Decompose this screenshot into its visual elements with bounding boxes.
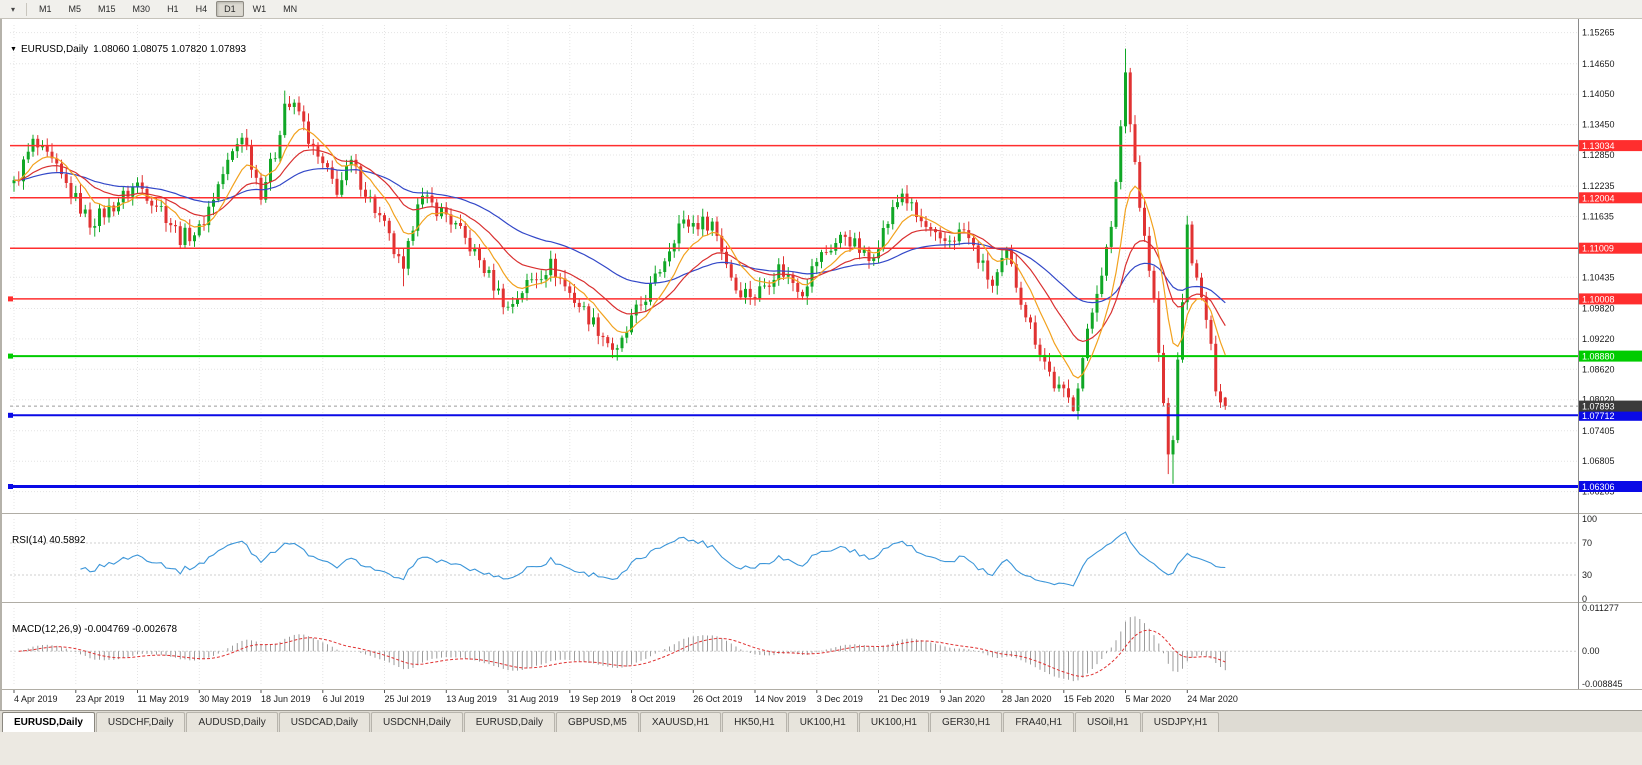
- timeframe-button-mn[interactable]: MN: [283, 4, 298, 14]
- svg-text:70: 70: [1582, 538, 1592, 548]
- chart-area: 1.15265 1.14650 1.14050 1.13450 1.12850 1.122…: [0, 19, 1642, 710]
- macd-indicator-label: MACD(12,26,9) -0.004769 -0.002678: [12, 624, 177, 635]
- timeframe-button-m15[interactable]: M15: [98, 4, 116, 14]
- svg-text:1.08620: 1.08620: [1582, 364, 1615, 374]
- svg-text:1.15265: 1.15265: [1582, 28, 1615, 38]
- svg-text:1.08020: 1.08020: [1582, 395, 1615, 405]
- chart-title: ▼ EURUSD,Daily 1.08060 1.08075 1.07820 1.0…: [10, 44, 246, 55]
- svg-text:24 Mar 2020: 24 Mar 2020: [1187, 694, 1238, 704]
- chart-tab-uk100-h1[interactable]: UK100,H1: [787, 712, 858, 732]
- svg-text:1.11009: 1.11009: [1582, 244, 1614, 254]
- svg-text:1.14650: 1.14650: [1582, 59, 1615, 69]
- svg-text:0.00: 0.00: [1582, 646, 1600, 656]
- svg-text:1.13450: 1.13450: [1582, 120, 1615, 130]
- chart-title-ohlc: 1.08060 1.08075 1.07820 1.07893: [93, 44, 247, 55]
- svg-text:30: 30: [1582, 570, 1592, 580]
- chart-tab-hk50-h1[interactable]: HK50,H1: [722, 712, 787, 732]
- toolbar: ▾ M1 M5 M15 M30 H1 H4 D1 W1 MN: [0, 0, 1642, 19]
- svg-text:1.10435: 1.10435: [1582, 272, 1615, 282]
- svg-text:1.07893: 1.07893: [1582, 402, 1615, 412]
- timeframe-button-h1[interactable]: H1: [167, 4, 179, 14]
- chart-tab-usdcad-daily[interactable]: USDCAD,Daily: [278, 712, 370, 732]
- svg-text:1.09220: 1.09220: [1582, 334, 1615, 344]
- chart-dropdown-button[interactable]: ▾: [4, 2, 22, 17]
- macd-label-values: -0.004769 -0.002678: [84, 624, 178, 635]
- svg-text:14 Nov 2019: 14 Nov 2019: [755, 694, 806, 704]
- toolbar-separator: [26, 2, 27, 16]
- svg-text:31 Aug 2019: 31 Aug 2019: [508, 694, 559, 704]
- chart-canvas[interactable]: 1.15265 1.14650 1.14050 1.13450 1.12850 1.122…: [2, 19, 1642, 710]
- macd-label-name: MACD(12,26,9): [12, 624, 82, 635]
- svg-text:1.10008: 1.10008: [1582, 294, 1615, 304]
- chart-tab-eurusd-daily[interactable]: EURUSD,Daily: [463, 712, 555, 732]
- svg-text:1.14050: 1.14050: [1582, 89, 1615, 99]
- svg-text:1.12004: 1.12004: [1582, 193, 1615, 203]
- timeframe-button-h4[interactable]: H4: [195, 4, 208, 14]
- chart-title-symbol: EURUSD,Daily: [20, 44, 89, 55]
- svg-text:13 Aug 2019: 13 Aug 2019: [446, 694, 497, 704]
- timeframe-button-w1[interactable]: W1: [252, 4, 267, 14]
- svg-text:26 Oct 2019: 26 Oct 2019: [693, 694, 742, 704]
- timeframe-bar: M1 M5 M15 M30 H1 H4 D1 W1 MN: [31, 1, 306, 17]
- svg-text:1.12850: 1.12850: [1582, 150, 1615, 160]
- svg-text:1.12235: 1.12235: [1582, 181, 1615, 191]
- svg-text:30 May 2019: 30 May 2019: [199, 694, 251, 704]
- chart-tab-fra40-h1[interactable]: FRA40,H1: [1003, 712, 1075, 732]
- svg-text:18 Jun 2019: 18 Jun 2019: [261, 694, 311, 704]
- svg-text:9 Jan 2020: 9 Jan 2020: [940, 694, 985, 704]
- svg-text:1.06306: 1.06306: [1582, 482, 1615, 492]
- chart-tabbar: EURUSD,Daily USDCHF,Daily AUDUSD,Daily USDC…: [0, 710, 1642, 732]
- status-strip: [0, 732, 1642, 765]
- svg-text:23 Apr 2019: 23 Apr 2019: [76, 694, 125, 704]
- timeframe-button-m1[interactable]: M1: [39, 4, 52, 14]
- chart-tab-usoil-h1[interactable]: USOil,H1: [1075, 712, 1141, 732]
- chart-tab-ger30-h1[interactable]: GER30,H1: [929, 712, 1003, 732]
- svg-text:1.07712: 1.07712: [1582, 411, 1615, 421]
- svg-text:19 Sep 2019: 19 Sep 2019: [570, 694, 621, 704]
- svg-text:-0.008845: -0.008845: [1582, 679, 1623, 689]
- svg-text:11 May 2019: 11 May 2019: [138, 694, 189, 704]
- svg-text:3 Dec 2019: 3 Dec 2019: [817, 694, 863, 704]
- chart-tab-uk100-h1[interactable]: UK100,H1: [858, 712, 929, 732]
- svg-text:6 Jul 2019: 6 Jul 2019: [323, 694, 365, 704]
- caret-down-icon: ▾: [10, 4, 15, 14]
- rsi-indicator-label: RSI(14) 40.5892: [12, 535, 85, 546]
- svg-text:21 Dec 2019: 21 Dec 2019: [879, 694, 930, 704]
- svg-text:1.08880: 1.08880: [1582, 352, 1615, 362]
- svg-text:28 Jan 2020: 28 Jan 2020: [1002, 694, 1052, 704]
- chart-tab-usdcnh-daily[interactable]: USDCNH,Daily: [370, 712, 463, 732]
- svg-text:1.06805: 1.06805: [1582, 456, 1615, 466]
- svg-text:15 Feb 2020: 15 Feb 2020: [1064, 694, 1115, 704]
- chart-tab-usdchf-daily[interactable]: USDCHF,Daily: [95, 712, 186, 732]
- collapse-triangle-icon[interactable]: ▼: [10, 46, 17, 53]
- svg-text:4 Apr 2019: 4 Apr 2019: [14, 694, 58, 704]
- timeframe-button-m5[interactable]: M5: [68, 4, 82, 14]
- svg-text:1.07405: 1.07405: [1582, 426, 1615, 436]
- timeframe-button-m30[interactable]: M30: [132, 4, 151, 14]
- rsi-label-name: RSI(14): [12, 535, 47, 546]
- svg-text:1.09820: 1.09820: [1582, 304, 1615, 314]
- timeframe-button-d1[interactable]: D1: [216, 1, 244, 17]
- chart-tab-gbpusd-m5[interactable]: GBPUSD,M5: [555, 712, 639, 732]
- chart-tab-eurusd-daily[interactable]: EURUSD,Daily: [2, 712, 95, 732]
- svg-text:1.13034: 1.13034: [1582, 141, 1615, 151]
- chart-tab-xauusd-h1[interactable]: XAUUSD,H1: [639, 712, 722, 732]
- svg-text:100: 100: [1582, 514, 1597, 524]
- svg-text:0.011277: 0.011277: [1582, 603, 1619, 613]
- svg-text:25 Jul 2019: 25 Jul 2019: [385, 694, 432, 704]
- chart-tab-audusd-daily[interactable]: AUDUSD,Daily: [186, 712, 278, 732]
- svg-text:8 Oct 2019: 8 Oct 2019: [632, 694, 676, 704]
- svg-text:0: 0: [1582, 594, 1587, 604]
- chart-tab-usdjpy-h1[interactable]: USDJPY,H1: [1141, 712, 1220, 732]
- rsi-label-value: 40.5892: [49, 535, 86, 546]
- svg-text:5 Mar 2020: 5 Mar 2020: [1126, 694, 1172, 704]
- svg-text:1.11635: 1.11635: [1582, 212, 1614, 222]
